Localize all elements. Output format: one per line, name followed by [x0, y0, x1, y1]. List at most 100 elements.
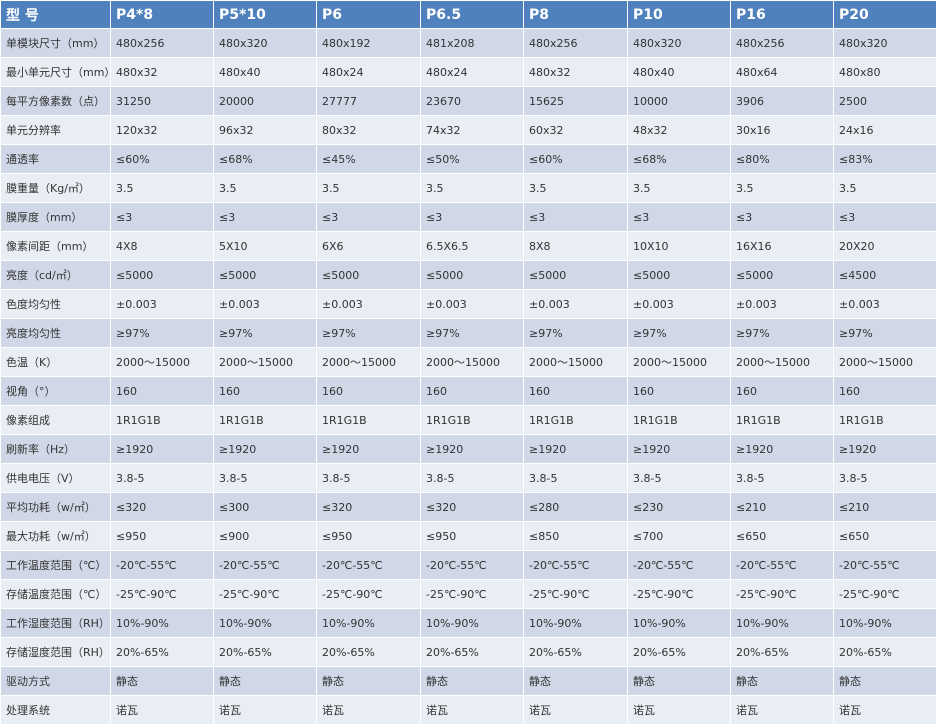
table-cell: ≤80%	[730, 144, 834, 174]
table-cell: -20℃-55℃	[316, 550, 421, 580]
table-cell: ≤5000	[316, 260, 421, 290]
table-cell: 2000～15000	[833, 347, 936, 377]
table-cell: 480x192	[316, 28, 421, 58]
row-label: 驱动方式	[0, 666, 111, 696]
table-cell: ≤3	[833, 202, 936, 232]
table-cell: ≥1920	[316, 434, 421, 464]
table-cell: ≤850	[523, 521, 628, 551]
table-cell: 20%-65%	[420, 637, 524, 667]
table-cell: ≤950	[316, 521, 421, 551]
table-cell: ≤5000	[523, 260, 628, 290]
table-cell: ≤3	[316, 202, 421, 232]
table-cell: 2000～15000	[110, 347, 214, 377]
table-cell: -20℃-55℃	[420, 550, 524, 580]
table-cell: 3.8-5	[730, 463, 834, 493]
table-cell: 3.8-5	[316, 463, 421, 493]
row-label: 像素间距（mm）	[0, 231, 111, 261]
table-cell: 6X6	[316, 231, 421, 261]
table-cell: 160	[627, 376, 731, 406]
row-label: 刷新率（Hz）	[0, 434, 111, 464]
table-cell: 20%-65%	[833, 637, 936, 667]
table-cell: 1R1G1B	[420, 405, 524, 435]
table-cell: 480x40	[213, 57, 317, 87]
table-cell: ≤3	[523, 202, 628, 232]
table-cell: 3.8-5	[833, 463, 936, 493]
table-cell: 3.5	[627, 173, 731, 203]
table-cell: 3.5	[523, 173, 628, 203]
table-cell: 3.8-5	[213, 463, 317, 493]
table-cell: 160	[523, 376, 628, 406]
table-cell: ≤68%	[213, 144, 317, 174]
table-cell: 诺瓦	[523, 695, 628, 725]
table-cell: ≤650	[730, 521, 834, 551]
table-cell: ≥97%	[110, 318, 214, 348]
table-cell: 诺瓦	[316, 695, 421, 725]
table-cell: 20%-65%	[730, 637, 834, 667]
row-label: 单元分辨率	[0, 115, 111, 145]
table-cell: 480x256	[730, 28, 834, 58]
table-row: 存储湿度范围（RH） 20%-65% 20%-65% 20%-65% 20%-65% 20…	[0, 637, 936, 667]
table-cell: ≤3	[627, 202, 731, 232]
row-label: 工作湿度范围（RH）	[0, 608, 111, 638]
table-cell: 1R1G1B	[523, 405, 628, 435]
row-label: 存储湿度范围（RH）	[0, 637, 111, 667]
table-row: 最大功耗（w/㎡） ≤950 ≤900 ≤950 ≤950 ≤850 ≤700 ≤650 ≤65…	[0, 521, 936, 551]
table-cell: 160	[420, 376, 524, 406]
table-cell: ≤5000	[110, 260, 214, 290]
table-cell: ≥97%	[627, 318, 731, 348]
table-cell: 10000	[627, 86, 731, 116]
table-row: 处理系统 诺瓦 诺瓦 诺瓦 诺瓦 诺瓦 诺瓦 诺瓦 诺瓦	[0, 695, 936, 725]
table-row: 最小单元尺寸（mm） 480x32 480x40 480x24 480x24 480x32…	[0, 57, 936, 87]
table-cell: ≥1920	[833, 434, 936, 464]
table-cell: ≥97%	[730, 318, 834, 348]
table-row: 工作温度范围（℃） -20℃-55℃ -20℃-55℃ -20℃-55℃ -20℃-55…	[0, 550, 936, 580]
table-cell: 480x256	[523, 28, 628, 58]
table-body: 单模块尺寸（mm） 480x256 480x320 480x192 481x208 480…	[0, 28, 936, 725]
table-cell: ≤320	[110, 492, 214, 522]
table-cell: ≤210	[730, 492, 834, 522]
table-cell: ≥97%	[523, 318, 628, 348]
table-cell: 3.5	[730, 173, 834, 203]
table-cell: 96x32	[213, 115, 317, 145]
table-cell: 160	[213, 376, 317, 406]
table-cell: 480x24	[316, 57, 421, 87]
row-label: 最大功耗（w/㎡）	[0, 521, 111, 551]
table-cell: 3.5	[833, 173, 936, 203]
table-cell: ≤700	[627, 521, 731, 551]
table-cell: 静态	[523, 666, 628, 696]
table-cell: ≤5000	[730, 260, 834, 290]
table-row: 亮度（cd/㎡） ≤5000 ≤5000 ≤5000 ≤5000 ≤5000 ≤5000 ≤5…	[0, 260, 936, 290]
table-row: 刷新率（Hz） ≥1920 ≥1920 ≥1920 ≥1920 ≥1920 ≥1920 ≥19…	[0, 434, 936, 464]
table-cell: ≥97%	[420, 318, 524, 348]
table-cell: 10%-90%	[523, 608, 628, 638]
table-cell: 480x32	[523, 57, 628, 87]
table-cell: 2000～15000	[316, 347, 421, 377]
row-label: 处理系统	[0, 695, 111, 725]
table-cell: 31250	[110, 86, 214, 116]
table-cell: -25℃-90℃	[730, 579, 834, 609]
table-cell: -25℃-90℃	[420, 579, 524, 609]
table-cell: ≥1920	[420, 434, 524, 464]
table-cell: -20℃-55℃	[730, 550, 834, 580]
table-cell: 480x24	[420, 57, 524, 87]
table-cell: ≤230	[627, 492, 731, 522]
table-cell: 480x80	[833, 57, 936, 87]
table-cell: 480x320	[213, 28, 317, 58]
table-cell: ≤3	[420, 202, 524, 232]
table-cell: 3.8-5	[110, 463, 214, 493]
table-cell: 2500	[833, 86, 936, 116]
table-cell: ≤5000	[213, 260, 317, 290]
table-cell: 20000	[213, 86, 317, 116]
table-cell: 5X10	[213, 231, 317, 261]
table-cell: 诺瓦	[833, 695, 936, 725]
table-cell: -25℃-90℃	[523, 579, 628, 609]
table-cell: 3.5	[316, 173, 421, 203]
table-cell: 10%-90%	[316, 608, 421, 638]
table-cell: 诺瓦	[110, 695, 214, 725]
table-cell: 480x320	[627, 28, 731, 58]
table-cell: 8X8	[523, 231, 628, 261]
table-cell: 诺瓦	[420, 695, 524, 725]
table-row: 色度均匀性 ±0.003 ±0.003 ±0.003 ±0.003 ±0.003 ±0.00…	[0, 289, 936, 319]
header-cell: P5*10	[213, 0, 317, 29]
table-cell: 静态	[110, 666, 214, 696]
